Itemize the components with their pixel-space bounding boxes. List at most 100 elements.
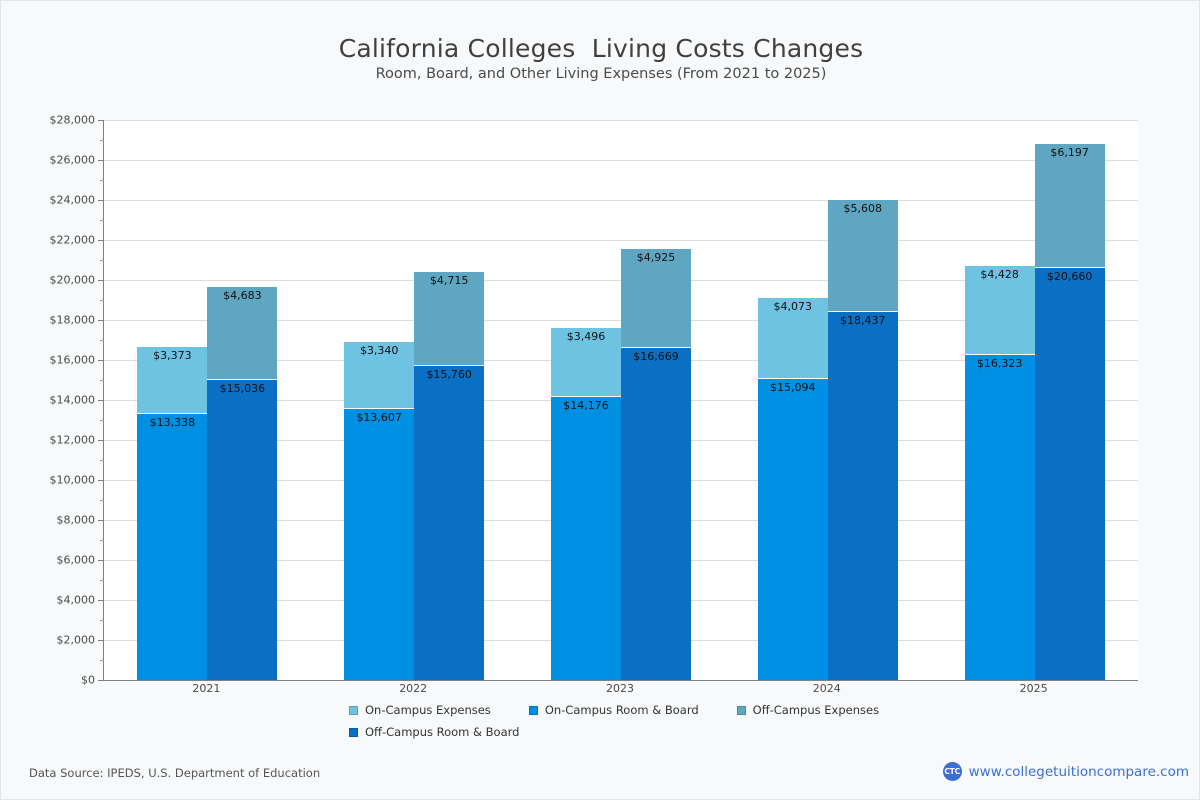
data-source-note: Data Source: IPEDS, U.S. Department of E… (29, 766, 321, 780)
gridline (104, 120, 1138, 121)
x-axis: 2021 2022 2023 2024 2025 (103, 682, 1137, 704)
bar-segment[interactable]: $15,036 (207, 379, 278, 680)
bar-segment[interactable]: $14,176 (551, 396, 621, 680)
x-axis-tick-label: 2024 (812, 682, 841, 695)
y-axis-tick-label: $28,000 (49, 113, 96, 127)
y-tick-major (98, 240, 104, 241)
bar-on-campus-2023[interactable]: $14,176 $3,496 (551, 326, 621, 680)
bar-value-label: $5,608 (843, 202, 883, 216)
y-axis-tick-label: $20,000 (49, 273, 96, 287)
y-tick-major (98, 320, 104, 321)
bar-segment[interactable]: $16,669 (621, 346, 691, 680)
y-tick-major (98, 520, 104, 521)
bar-segment[interactable]: $20,660 (1034, 266, 1105, 680)
y-tick-major (98, 400, 104, 401)
y-tick-minor (100, 500, 104, 501)
bar-segment[interactable]: $4,683 (207, 285, 278, 380)
bar-on-campus-2024[interactable]: $15,094 $4,073 (757, 296, 828, 680)
legend-item[interactable]: Off-Campus Room & Board (349, 725, 519, 739)
y-tick-major (98, 640, 104, 641)
bar-value-label: $13,338 (149, 416, 196, 430)
legend-item[interactable]: On-Campus Room & Board (528, 703, 699, 717)
y-axis-tick-label: $4,000 (56, 593, 96, 607)
bar-segment[interactable]: $4,073 (757, 296, 828, 379)
bar-segment[interactable]: $4,428 (964, 265, 1035, 354)
y-tick-major (98, 680, 104, 681)
bar-segment[interactable]: $16,323 (964, 353, 1035, 680)
brand-url-link[interactable]: www.collegetuitioncompare.com (968, 763, 1189, 780)
y-tick-minor (100, 420, 104, 421)
legend-label: Off-Campus Expenses (752, 703, 880, 717)
bar-value-label: $15,094 (770, 381, 816, 395)
y-tick-minor (100, 540, 104, 541)
y-tick-minor (100, 180, 104, 181)
y-tick-minor (100, 380, 104, 381)
y-tick-minor (100, 620, 104, 621)
bar-segment[interactable]: $15,760 (414, 364, 485, 680)
bar-value-label: $3,496 (566, 329, 606, 343)
legend-item[interactable]: Off-Campus Expenses (736, 703, 880, 717)
legend-item[interactable]: On-Campus Expenses (349, 703, 491, 717)
y-axis-tick-label: $14,000 (49, 393, 96, 407)
bar-value-label: $6,197 (1050, 145, 1089, 159)
legend-label: On-Campus Expenses (365, 703, 491, 717)
bar-segment[interactable]: $15,094 (757, 378, 828, 680)
ctc-logo-icon: CTC (942, 762, 962, 781)
y-tick-major (98, 480, 104, 481)
bar-off-campus-2024[interactable]: $18,437 $5,608 (827, 199, 898, 680)
y-tick-major (98, 440, 104, 441)
bar-segment[interactable]: $3,496 (551, 326, 621, 397)
bar-off-campus-2023[interactable]: $16,669 $4,925 (621, 248, 691, 680)
y-axis-tick-label: $26,000 (49, 153, 96, 167)
y-tick-minor (100, 580, 104, 581)
chart-legend: On-Campus Expenses On-Campus Room & Board… (1, 703, 1199, 739)
gridline (104, 240, 1138, 241)
x-axis-tick-label: 2021 (192, 682, 221, 695)
bar-value-label: $4,428 (980, 268, 1019, 281)
y-axis-tick-label: $10,000 (49, 473, 96, 487)
y-tick-minor (100, 260, 104, 261)
y-tick-minor (100, 220, 104, 221)
x-axis-tick-label: 2025 (1019, 682, 1048, 695)
bar-value-label: $20,660 (1046, 269, 1093, 283)
chart-subtitle: Room, Board, and Other Living Expenses (… (375, 66, 827, 82)
y-tick-minor (100, 140, 104, 141)
bar-value-label: $4,925 (636, 251, 676, 265)
bar-off-campus-2021[interactable]: $15,036 $4,683 (207, 285, 278, 680)
legend-swatch-icon (349, 727, 358, 737)
bar-value-label: $16,323 (976, 356, 1023, 370)
bar-value-label: $3,373 (153, 348, 192, 362)
bar-off-campus-2022[interactable]: $15,760 $4,715 (414, 270, 485, 680)
bar-value-label: $14,176 (563, 399, 609, 413)
bar-value-label: $15,760 (426, 367, 472, 381)
bar-segment[interactable]: $3,340 (344, 341, 415, 408)
bar-segment[interactable]: $18,437 (827, 311, 898, 680)
brand-footer[interactable]: CTC www.collegetuitioncompare.com (942, 762, 1189, 781)
y-tick-major (98, 560, 104, 561)
y-tick-minor (100, 660, 104, 661)
bar-on-campus-2022[interactable]: $13,607 $3,340 (344, 341, 415, 680)
bar-segment[interactable]: $13,607 (344, 407, 415, 680)
bar-segment[interactable]: $4,715 (414, 270, 485, 365)
bar-segment[interactable]: $5,608 (827, 199, 898, 312)
legend-swatch-icon (528, 705, 538, 715)
bar-segment[interactable]: $4,925 (621, 248, 691, 347)
y-axis-tick-label: $8,000 (56, 513, 96, 527)
bar-segment[interactable]: $13,338 (137, 413, 208, 680)
y-axis-tick-label: $18,000 (49, 313, 96, 327)
y-tick-major (98, 360, 104, 361)
y-tick-minor (100, 340, 104, 341)
bar-off-campus-2025[interactable]: $20,660 $6,197 (1034, 142, 1105, 680)
bar-segment[interactable]: $3,373 (137, 345, 208, 414)
bar-value-label: $4,073 (773, 299, 813, 313)
bar-value-label: $16,669 (633, 349, 679, 363)
bar-on-campus-2025[interactable]: $16,323 $4,428 (964, 265, 1035, 680)
bar-segment[interactable]: $6,197 (1034, 142, 1105, 267)
y-tick-minor (100, 300, 104, 301)
y-axis-tick-label: $22,000 (49, 233, 96, 247)
plot-area: $13,338 $3,373 $15,036 $4,683 $13,607 $3,340 $… (98, 120, 1138, 681)
y-tick-major (98, 200, 104, 201)
y-tick-major (98, 160, 104, 161)
bar-on-campus-2021[interactable]: $13,338 $3,373 (137, 345, 208, 680)
